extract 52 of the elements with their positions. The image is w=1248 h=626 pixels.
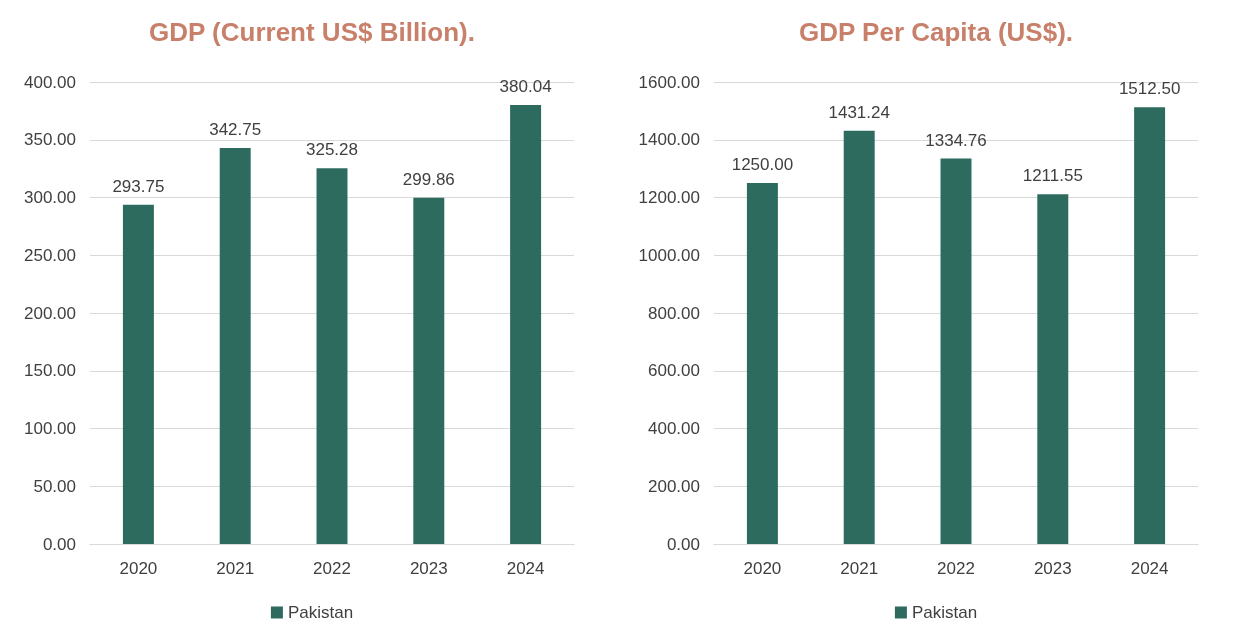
data-label: 325.28 bbox=[306, 140, 358, 160]
x-tick-label: 2020 bbox=[743, 559, 782, 578]
y-tick-label: 200.00 bbox=[24, 303, 76, 323]
y-tick-label: 0.00 bbox=[42, 534, 76, 554]
data-label: 1334.76 bbox=[925, 130, 987, 150]
y-tick-label: 300.00 bbox=[24, 188, 76, 207]
x-tick-label: 2022 bbox=[313, 559, 351, 578]
legend-label: Pakistan bbox=[911, 603, 978, 622]
y-tick-label: 1200.00 bbox=[638, 188, 700, 207]
x-tick-label: 2023 bbox=[409, 559, 448, 578]
y-tick-label: 200.00 bbox=[648, 476, 700, 496]
x-tick-label: 2024 bbox=[1130, 559, 1169, 578]
chart-title: GDP (Current US$ Billion). bbox=[149, 17, 475, 47]
y-tick-label: 0.00 bbox=[666, 534, 700, 554]
bar bbox=[1134, 107, 1166, 544]
bar bbox=[219, 148, 251, 544]
bar bbox=[1037, 194, 1069, 544]
bar bbox=[510, 105, 542, 544]
y-tick-label: 250.00 bbox=[24, 245, 76, 265]
data-label: 380.04 bbox=[499, 77, 552, 97]
x-tick-label: 2021 bbox=[840, 559, 879, 578]
data-label: 299.86 bbox=[402, 169, 455, 189]
y-tick-label: 1400.00 bbox=[638, 130, 700, 150]
legend-label: Pakistan bbox=[287, 603, 354, 622]
y-tick-label: 400.00 bbox=[24, 72, 76, 92]
y-tick-label: 1600.00 bbox=[638, 72, 700, 92]
bar bbox=[940, 158, 972, 544]
data-label: 1250.00 bbox=[731, 155, 794, 175]
y-tick-label: 50.00 bbox=[33, 476, 76, 496]
y-tick-label: 400.00 bbox=[648, 419, 700, 438]
y-tick-label: 1000.00 bbox=[638, 245, 700, 265]
bar bbox=[843, 130, 875, 544]
bar bbox=[122, 204, 154, 544]
y-tick-label: 350.00 bbox=[24, 130, 76, 150]
bar bbox=[316, 168, 348, 544]
y-tick-label: 150.00 bbox=[24, 361, 76, 381]
x-tick-label: 2023 bbox=[1033, 559, 1072, 578]
x-tick-label: 2024 bbox=[506, 559, 545, 578]
x-tick-label: 2020 bbox=[119, 559, 158, 578]
y-tick-label: 100.00 bbox=[24, 419, 76, 438]
data-label: 342.75 bbox=[209, 120, 262, 140]
chart-title: GDP Per Capita (US$). bbox=[798, 17, 1074, 47]
data-label: 293.75 bbox=[112, 176, 165, 196]
data-label: 1431.24 bbox=[828, 102, 890, 122]
y-tick-label: 600.00 bbox=[648, 361, 700, 381]
x-tick-label: 2022 bbox=[937, 559, 975, 578]
x-tick-label: 2021 bbox=[216, 559, 255, 578]
bar bbox=[746, 183, 778, 544]
data-label: 1211.55 bbox=[1022, 166, 1083, 186]
bar bbox=[413, 197, 445, 544]
data-label: 1512.50 bbox=[1118, 79, 1181, 99]
y-tick-label: 800.00 bbox=[648, 303, 700, 323]
